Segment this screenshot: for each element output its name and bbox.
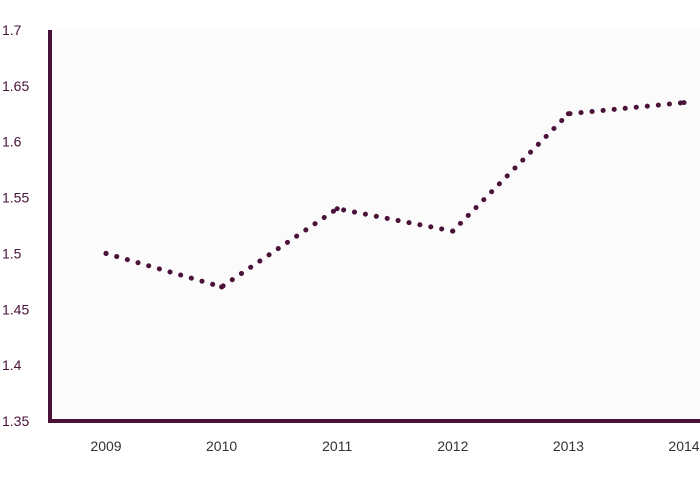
x-tick-label: 2009 <box>90 438 121 454</box>
x-tick-label: 2012 <box>437 438 468 454</box>
y-tick-label: 1.5 <box>2 245 22 261</box>
gridlines <box>50 29 700 422</box>
y-tick-label: 1.7 <box>2 22 22 38</box>
data-point <box>450 228 456 234</box>
plot-area <box>50 30 700 421</box>
data-point <box>334 206 340 212</box>
y-tick-labels: 1.35 1.4 1.45 1.5 1.55 1.6 1.65 1.7 <box>2 22 29 429</box>
data-point <box>219 284 225 290</box>
x-tick-label: 2014 <box>668 438 699 454</box>
y-tick-label: 1.4 <box>2 357 22 373</box>
x-tick-labels: 2009 2010 2011 2012 2013 2014 <box>90 438 699 454</box>
data-point <box>103 250 109 256</box>
y-tick-label: 1.6 <box>2 134 22 150</box>
x-tick-label: 2013 <box>553 438 584 454</box>
data-point <box>565 111 571 117</box>
x-tick-label: 2011 <box>322 438 352 454</box>
x-tick-label: 2010 <box>206 438 237 454</box>
y-tick-label: 1.65 <box>2 78 29 94</box>
y-tick-label: 1.55 <box>2 190 29 206</box>
series-line <box>103 100 687 290</box>
y-tick-label: 1.45 <box>2 301 29 317</box>
data-point <box>681 100 687 106</box>
series-group <box>103 100 687 290</box>
y-tick-label: 1.35 <box>2 413 29 429</box>
